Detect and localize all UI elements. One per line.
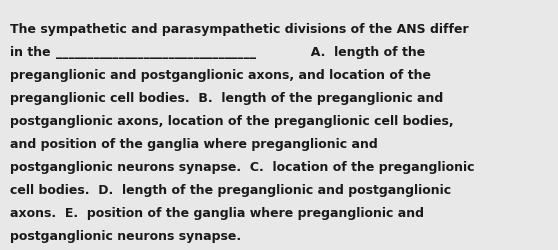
Text: cell bodies.  D.  length of the preganglionic and postganglionic: cell bodies. D. length of the preganglio… [10, 184, 451, 196]
Text: postganglionic axons, location of the preganglionic cell bodies,: postganglionic axons, location of the pr… [10, 114, 454, 128]
Text: axons.  E.  position of the ganglia where preganglionic and: axons. E. position of the ganglia where … [10, 206, 424, 220]
Text: postganglionic neurons synapse.: postganglionic neurons synapse. [10, 230, 241, 242]
Text: ________________________________: ________________________________ [56, 46, 256, 59]
Text: postganglionic neurons synapse.  C.  location of the preganglionic: postganglionic neurons synapse. C. locat… [10, 160, 474, 173]
Text: preganglionic cell bodies.  B.  length of the preganglionic and: preganglionic cell bodies. B. length of … [10, 92, 443, 104]
Text: preganglionic and postganglionic axons, and location of the: preganglionic and postganglionic axons, … [10, 68, 431, 82]
Text: in the: in the [10, 46, 55, 59]
Text: and position of the ganglia where preganglionic and: and position of the ganglia where pregan… [10, 138, 378, 150]
Text: The sympathetic and parasympathetic divisions of the ANS differ: The sympathetic and parasympathetic divi… [10, 22, 469, 36]
Text: A.  length of the: A. length of the [302, 46, 426, 59]
